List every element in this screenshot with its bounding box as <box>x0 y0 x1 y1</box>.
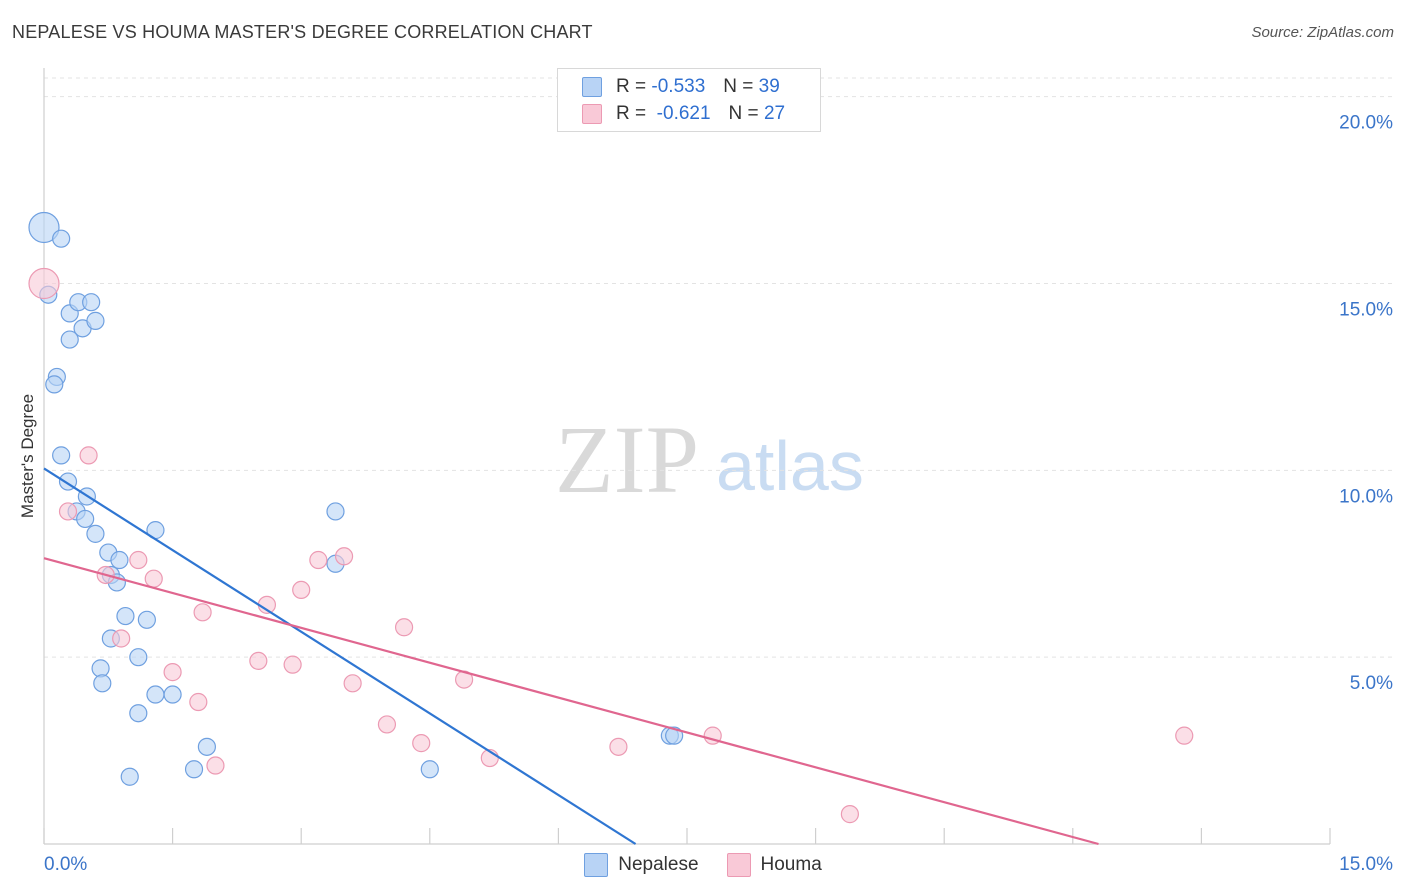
legend-item-houma: Houma <box>726 853 822 877</box>
correlation-legend: R = -0.533 N = 39 R = -0.621 N = 27 <box>557 68 821 132</box>
houma-point <box>1175 726 1194 745</box>
nepalese-point <box>184 760 204 779</box>
houma-point <box>412 734 431 753</box>
y-axis-title: Master's Degree <box>18 393 37 519</box>
nepalese-point <box>120 767 139 786</box>
y-tick-label: 5.0% <box>1350 673 1393 694</box>
r-value: -0.533 <box>651 76 706 97</box>
y-tick-label: 10.0% <box>1339 486 1393 507</box>
nepalese-point <box>110 550 129 570</box>
r-label: R = <box>616 103 647 124</box>
chart-title: NEPALESE VS HOUMA MASTER'S DEGREE CORREL… <box>12 22 593 42</box>
houma-swatch <box>582 104 602 124</box>
legend-item-nepalese: Nepalese <box>584 853 699 877</box>
nepalese-point <box>137 610 156 629</box>
n-label: N = <box>723 76 754 97</box>
watermark-zip: ZIP <box>555 406 699 513</box>
x-tick-label: 15.0% <box>1339 854 1393 875</box>
nepalese-point <box>93 674 112 693</box>
nepalese-point <box>28 211 60 244</box>
houma-point <box>292 580 311 600</box>
y-tick-label: 20.0% <box>1339 113 1393 134</box>
nepalese-point <box>52 446 71 465</box>
watermark-atlas: atlas <box>716 427 864 505</box>
houma-point <box>377 715 397 734</box>
x-tick-label: 0.0% <box>44 854 87 875</box>
nepalese-point <box>52 229 71 248</box>
nepalese-swatch <box>582 77 602 97</box>
nepalese-point <box>86 311 105 330</box>
nepalese-point <box>45 375 64 394</box>
nepalese-point <box>326 502 345 521</box>
source-label: Source: ZipAtlas.com <box>1251 24 1394 41</box>
nepalese-point <box>60 330 79 349</box>
houma-point <box>193 603 212 622</box>
r-label: R = <box>616 76 647 97</box>
houma-point <box>28 267 60 300</box>
nepalese-swatch <box>584 853 609 877</box>
legend-label: Houma <box>760 854 822 875</box>
houma-point <box>309 550 328 570</box>
r-value: -0.621 <box>656 103 711 124</box>
houma-point <box>343 674 362 693</box>
houma-point <box>249 651 268 671</box>
houma-point <box>79 446 98 465</box>
houma-point <box>189 692 208 712</box>
nepalese-point <box>76 509 95 529</box>
legend-row-nepalese: R = -0.533 N = 39 <box>582 75 780 99</box>
houma-point <box>283 655 302 674</box>
houma-point <box>840 805 859 824</box>
nepalese-point <box>129 648 148 667</box>
houma-point <box>129 550 148 570</box>
houma-point <box>112 629 131 648</box>
nepalese-point <box>420 760 439 779</box>
nepalese-point <box>86 524 105 543</box>
n-value: 39 <box>758 76 780 97</box>
houma-point <box>394 618 414 637</box>
houma-point <box>163 663 182 682</box>
houma-point <box>144 569 163 588</box>
nepalese-point <box>163 685 182 704</box>
houma-swatch <box>726 853 751 877</box>
y-tick-label: 15.0% <box>1339 300 1393 321</box>
nepalese-point <box>665 726 684 745</box>
houma-trend-line <box>43 557 1099 846</box>
nepalese-trend-line <box>43 467 637 845</box>
nepalese-point <box>91 659 110 678</box>
legend-row-houma: R = -0.621 N = 27 <box>582 102 785 126</box>
nepalese-point <box>129 704 148 723</box>
houma-point <box>58 502 78 521</box>
nepalese-point <box>82 293 101 312</box>
n-value: 27 <box>763 103 786 124</box>
houma-point <box>334 547 354 566</box>
n-label: N = <box>728 103 759 124</box>
legend-label: Nepalese <box>618 854 699 875</box>
nepalese-point <box>197 737 216 756</box>
nepalese-point <box>116 606 135 626</box>
houma-point <box>609 737 628 756</box>
houma-point <box>206 756 225 775</box>
series-legend: Nepalese Houma <box>0 852 1406 878</box>
nepalese-point <box>146 685 165 704</box>
